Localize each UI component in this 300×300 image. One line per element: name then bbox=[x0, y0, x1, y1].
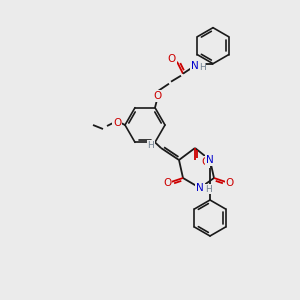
Text: H: H bbox=[206, 184, 212, 194]
Text: O: O bbox=[163, 178, 171, 188]
Text: O: O bbox=[153, 91, 161, 101]
Text: O: O bbox=[113, 118, 121, 128]
Text: O: O bbox=[201, 157, 209, 167]
Text: O: O bbox=[226, 178, 234, 188]
Text: N: N bbox=[206, 155, 214, 165]
Text: N: N bbox=[191, 61, 199, 71]
Text: N: N bbox=[196, 183, 204, 193]
Text: H: H bbox=[148, 140, 154, 149]
Text: O: O bbox=[168, 54, 176, 64]
Text: H: H bbox=[199, 63, 206, 72]
